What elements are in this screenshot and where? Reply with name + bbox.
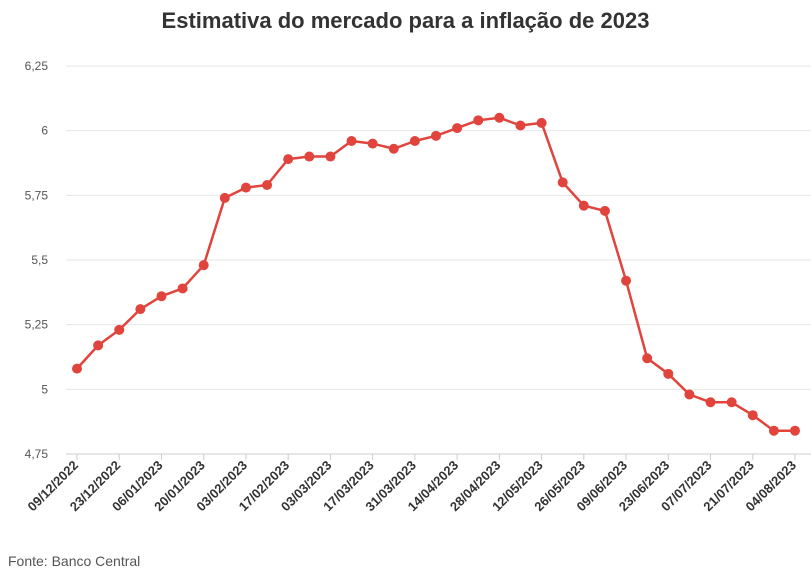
- data-point[interactable]: [663, 368, 674, 379]
- series-path: [76, 116, 795, 432]
- data-point[interactable]: [156, 291, 167, 302]
- data-point[interactable]: [473, 115, 484, 126]
- data-point[interactable]: [177, 283, 188, 294]
- data-point[interactable]: [452, 123, 463, 134]
- y-tick-label: 5,5: [31, 253, 48, 267]
- gridlines: [66, 65, 811, 455]
- data-point[interactable]: [304, 151, 315, 162]
- data-point[interactable]: [705, 397, 716, 408]
- data-point[interactable]: [240, 182, 251, 193]
- y-tick-label: 6: [41, 124, 48, 138]
- data-point[interactable]: [409, 136, 420, 147]
- series-line: [72, 112, 800, 436]
- data-point[interactable]: [198, 260, 209, 271]
- data-point[interactable]: [283, 154, 294, 165]
- y-tick-label: 6,25: [25, 59, 49, 73]
- data-point[interactable]: [790, 425, 800, 436]
- y-tick-label: 5: [41, 382, 48, 396]
- chart-title: Estimativa do mercado para a inflação de…: [161, 8, 650, 33]
- y-tick-label: 4,75: [25, 447, 49, 461]
- data-point[interactable]: [578, 200, 589, 211]
- data-point[interactable]: [515, 120, 526, 131]
- data-point[interactable]: [642, 353, 653, 364]
- data-point[interactable]: [599, 205, 610, 216]
- data-point[interactable]: [93, 340, 104, 351]
- data-point[interactable]: [114, 324, 125, 335]
- y-tick-label: 5,25: [25, 318, 49, 332]
- data-point[interactable]: [621, 275, 632, 286]
- data-point[interactable]: [536, 117, 547, 128]
- data-point[interactable]: [431, 130, 441, 141]
- y-tick-label: 5,75: [25, 188, 49, 202]
- data-point[interactable]: [768, 425, 779, 436]
- data-point[interactable]: [72, 363, 82, 374]
- data-point[interactable]: [135, 304, 146, 315]
- data-point[interactable]: [219, 192, 230, 203]
- data-point[interactable]: [388, 143, 399, 154]
- data-point[interactable]: [747, 410, 758, 421]
- data-point[interactable]: [494, 112, 505, 123]
- data-point[interactable]: [262, 179, 273, 190]
- x-axis: 09/12/202223/12/202206/01/202320/01/2023…: [24, 454, 799, 514]
- data-point[interactable]: [367, 138, 378, 149]
- data-point[interactable]: [684, 389, 695, 400]
- data-point[interactable]: [726, 397, 737, 408]
- source-note: Fonte: Banco Central: [8, 553, 141, 569]
- data-point[interactable]: [346, 136, 357, 147]
- data-point[interactable]: [325, 151, 336, 162]
- y-axis: 4,75 5 5,25 5,5 5,75 6 6,25: [25, 59, 49, 461]
- data-point[interactable]: [557, 177, 568, 188]
